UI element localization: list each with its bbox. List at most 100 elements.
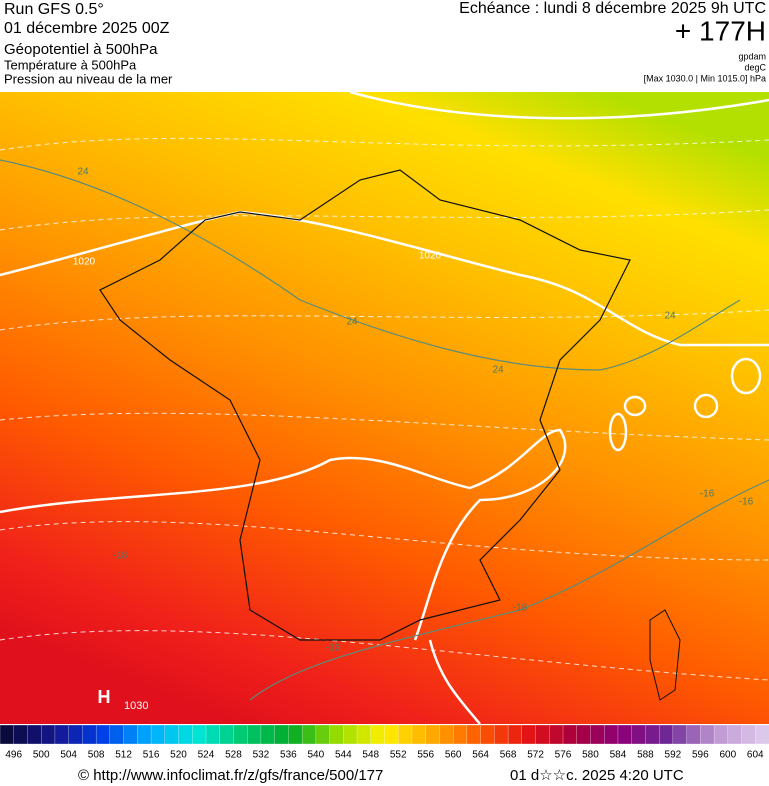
scale-label: 512 xyxy=(115,750,132,761)
swatch xyxy=(343,724,358,745)
swatch xyxy=(274,724,290,745)
swatch xyxy=(68,724,84,745)
swatch xyxy=(590,724,605,745)
swatch xyxy=(150,724,166,745)
swatch xyxy=(233,724,248,745)
swatch xyxy=(686,724,701,745)
field xyxy=(0,92,769,724)
high-value: 1030 xyxy=(124,700,148,712)
scale-label: 564 xyxy=(472,750,489,761)
map-label: 24 xyxy=(492,365,504,376)
scale-label: 552 xyxy=(390,750,407,761)
swatch xyxy=(425,724,441,745)
swatch xyxy=(507,724,523,745)
echeance: Echéance : lundi 8 décembre 2025 9h UTC xyxy=(459,0,766,17)
scale-label: 560 xyxy=(445,750,462,761)
scale-label: 580 xyxy=(582,750,599,761)
scale-label: 504 xyxy=(60,750,77,761)
swatch xyxy=(0,724,15,745)
scale-label: 588 xyxy=(637,750,654,761)
unit: degC xyxy=(744,62,766,72)
map: 24 1020 24 24 24 1020 -16 -16 -18 -18 -16 H 1030 xyxy=(0,90,769,725)
scale-label: 568 xyxy=(500,750,517,761)
swatch xyxy=(329,724,344,745)
run-date: 01 décembre 2025 00Z xyxy=(4,20,170,37)
scale-label: 584 xyxy=(610,750,627,761)
pressure-isolines xyxy=(0,90,769,725)
scale-label: 592 xyxy=(665,750,682,761)
scale-label: 508 xyxy=(88,750,105,761)
scale-label: 600 xyxy=(719,750,736,761)
scale-label: 604 xyxy=(747,750,764,761)
layer: Température à 500hPa xyxy=(4,57,137,72)
run: Run GFS 0.5° xyxy=(4,1,104,18)
scale-label: 544 xyxy=(335,750,352,761)
swatch xyxy=(453,724,468,745)
swatch xyxy=(521,724,537,745)
swatch xyxy=(439,724,454,745)
swatch xyxy=(466,724,482,745)
france-outline xyxy=(99,169,631,641)
swatch xyxy=(645,724,660,745)
scale-label: 596 xyxy=(692,750,709,761)
swatch xyxy=(549,724,564,745)
temp-isolines xyxy=(0,137,769,681)
scale-label: 556 xyxy=(417,750,434,761)
temp-24-line xyxy=(0,159,769,701)
swatch xyxy=(54,724,70,745)
swatch xyxy=(617,724,633,745)
footer-url: © http://www.infoclimat.fr/z/gfs/france/… xyxy=(78,767,383,784)
swatch xyxy=(480,724,496,745)
swatch xyxy=(164,724,180,745)
swatch xyxy=(562,724,578,745)
map-label: -16 xyxy=(326,643,341,654)
swatch xyxy=(41,724,56,745)
scale-label: 528 xyxy=(225,750,242,761)
swatch xyxy=(205,724,221,745)
map-label: -16 xyxy=(739,497,754,508)
map-label: 1020 xyxy=(419,251,442,262)
swatch xyxy=(398,724,413,745)
swatch xyxy=(755,724,769,745)
scale-label: 516 xyxy=(143,750,160,761)
swatch xyxy=(713,724,729,745)
scale-label: 572 xyxy=(527,750,544,761)
swatch xyxy=(178,724,193,745)
layer: Pression au niveau de la mer xyxy=(4,71,173,86)
swatch xyxy=(27,724,42,745)
map-label: 1020 xyxy=(73,257,96,268)
map-label: -18 xyxy=(113,551,128,562)
lead: + 177H xyxy=(675,15,766,46)
swatch xyxy=(727,724,743,745)
scale-label: 548 xyxy=(362,750,379,761)
swatch xyxy=(631,724,647,745)
scale-label: 520 xyxy=(170,750,187,761)
swatch xyxy=(288,724,303,745)
swatch xyxy=(82,724,97,745)
swatch xyxy=(219,724,235,745)
swatch xyxy=(576,724,592,745)
range: [Max 1030.0 | Min 1015.0] hPa xyxy=(644,73,766,83)
swatch xyxy=(315,724,331,745)
swatch xyxy=(535,724,550,745)
map-label: -16 xyxy=(700,489,715,500)
swatch xyxy=(301,724,317,745)
swatch xyxy=(123,724,138,745)
scale-label: 576 xyxy=(555,750,572,761)
scale-label: 524 xyxy=(198,750,215,761)
swatch xyxy=(356,724,372,745)
swatch xyxy=(672,724,688,745)
unit: gpdam xyxy=(738,51,766,61)
swatch xyxy=(13,724,29,745)
swatch xyxy=(411,724,427,745)
swatch xyxy=(109,724,125,745)
layer: Géopotentiel à 500hPa xyxy=(4,41,158,58)
scale-label: 532 xyxy=(253,750,270,761)
swatch xyxy=(370,724,386,745)
map-label: 24 xyxy=(346,317,358,328)
scale-label: 536 xyxy=(280,750,297,761)
footer-stamp: 01 d☆☆c. 2025 4:20 UTC xyxy=(510,767,684,784)
swatch xyxy=(137,724,152,745)
scale-label: 540 xyxy=(307,750,324,761)
